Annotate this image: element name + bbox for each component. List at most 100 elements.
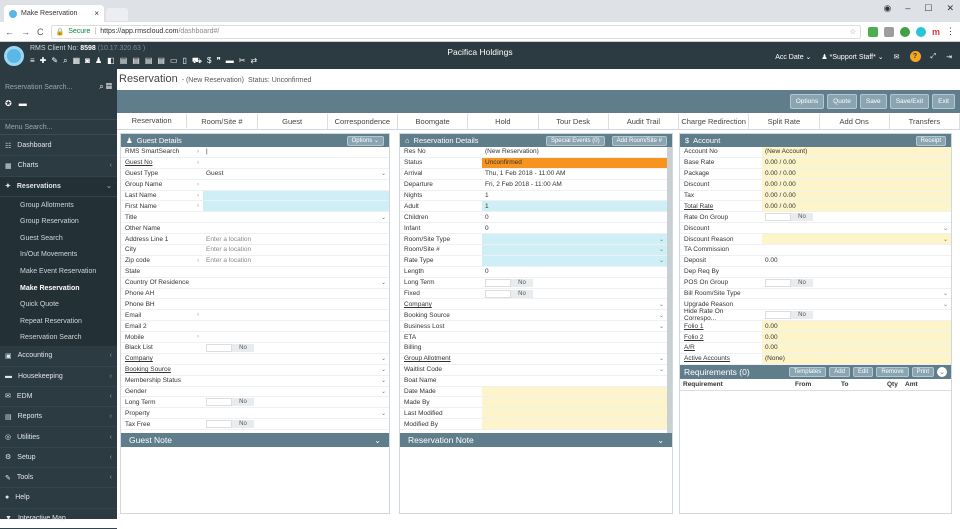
field-value-fixed[interactable]: No <box>482 289 667 299</box>
field-value-company[interactable]: ⌄ <box>482 299 667 309</box>
chevron-down-icon[interactable]: ⌄ <box>658 312 664 319</box>
column-header-requirement[interactable]: Requirement <box>683 380 723 388</box>
exit-button[interactable]: Exit <box>932 94 955 109</box>
field-value-title[interactable]: ⌄ <box>203 212 389 222</box>
mail-icon[interactable]: ✉ <box>893 53 900 61</box>
field-value-ta-commission[interactable] <box>762 245 951 255</box>
field-value-property[interactable]: ⌄ <box>203 408 389 418</box>
tab-reservation[interactable]: Reservation <box>117 114 188 129</box>
sidebar-item-setup[interactable]: ⚙ Setup ‹ <box>0 448 117 469</box>
field-value-nights[interactable]: 1 <box>482 191 667 201</box>
toggle-switch[interactable]: No <box>206 343 254 352</box>
tab-add-ons[interactable]: Add Ons <box>820 114 890 129</box>
chevron-down-icon[interactable]: ⌄ <box>380 410 386 417</box>
sidebar-item-housekeeping[interactable]: ▬ Housekeeping ‹ <box>0 367 117 387</box>
quote-button[interactable]: Quote <box>827 94 857 109</box>
print-requirement-button[interactable]: Print <box>911 366 934 377</box>
chevron-down-icon[interactable]: ⌄ <box>942 236 948 243</box>
sidebar-subitem-quick-quote[interactable]: Quick Quote <box>0 296 117 314</box>
sidebar-item-utilities[interactable]: ◎ Utilities ‹ <box>0 427 117 448</box>
transfer-icon[interactable]: ⇄ <box>250 56 258 65</box>
logout-icon[interactable]: ⇥ <box>946 53 952 61</box>
field-label[interactable]: Company <box>404 300 432 308</box>
hamburger-icon[interactable]: ≡ <box>30 56 35 65</box>
chevron-down-icon[interactable]: ⌄ <box>658 356 664 363</box>
field-value-bill-room-site-type[interactable]: ⌄ <box>762 289 951 299</box>
user-icon[interactable]: ♟ <box>94 56 103 65</box>
field-label[interactable]: Folio 1 <box>684 322 704 330</box>
card-icon[interactable]: ▭ <box>169 56 178 65</box>
chevron-down-icon[interactable]: ⌄ <box>937 366 947 377</box>
field-value-modified-by[interactable] <box>482 419 667 430</box>
toggle-switch[interactable]: No <box>206 398 254 407</box>
extension-icon[interactable] <box>883 26 894 37</box>
field-value-account-no[interactable]: (New Account) <box>762 147 951 157</box>
user-add-icon[interactable]: ✪ <box>5 99 12 108</box>
field-value-country-of-residence[interactable]: ⌄ <box>203 278 389 288</box>
reservation-search-input[interactable]: Reservation Search... ⌕ ▦ <box>5 82 112 91</box>
sidebar-subitem-guest-search[interactable]: Guest Search <box>0 230 117 247</box>
scrollbar[interactable] <box>667 147 672 433</box>
field-value-package[interactable]: 0.00 / 0.00 <box>762 168 951 179</box>
chevron-down-icon[interactable]: ⌄ <box>942 301 948 308</box>
save-exit-button[interactable]: Save/Exit <box>889 94 930 109</box>
field-value-room-site[interactable]: ⌄ <box>482 245 667 255</box>
field-value-folio-1[interactable]: 0.00 <box>762 321 951 332</box>
field-value-address-line-1[interactable]: Enter a location <box>203 234 389 244</box>
field-value-folio-2[interactable]: 0.00 <box>762 332 951 343</box>
search-icon[interactable]: ⌕ <box>63 56 68 65</box>
bed-icon[interactable]: ▬ <box>18 99 27 108</box>
sidebar-item-charts[interactable]: ▦ Charts ‹ <box>0 156 117 177</box>
field-value-total-rate[interactable]: 0.00 / 0.00 <box>762 201 951 212</box>
field-value-last-name[interactable] <box>203 190 389 201</box>
reload-icon[interactable]: C <box>37 26 44 37</box>
field-value-black-list[interactable]: No <box>203 343 389 353</box>
tab-tour-desk[interactable]: Tour Desk <box>539 114 609 129</box>
chevron-down-icon[interactable]: ⌄ <box>380 280 386 287</box>
grid-icon[interactable]: ▦ <box>72 56 81 65</box>
chevron-down-icon[interactable]: ⌄ <box>380 356 386 363</box>
field-label[interactable]: Guest No <box>125 159 153 167</box>
star-icon[interactable]: ☆ <box>849 28 856 36</box>
field-value-long-term[interactable]: No <box>482 278 667 288</box>
toggle-switch[interactable]: No <box>765 311 813 320</box>
field-value-guest-type[interactable]: Guest ⌄ <box>203 169 389 179</box>
search-icon[interactable]: ⌕ ▦ <box>99 82 112 91</box>
field-value-business-lost[interactable]: ⌄ <box>482 321 667 331</box>
field-value-email-2[interactable] <box>203 321 389 331</box>
field-value-gender[interactable]: ⌄ <box>203 387 389 397</box>
options-button[interactable]: Options <box>789 94 825 109</box>
field-value-length[interactable]: 0 <box>482 267 667 277</box>
book-icon[interactable]: ◧ <box>107 56 115 65</box>
add-requirement-button[interactable]: Add <box>829 366 850 377</box>
sidebar-subitem-group-reservation[interactable]: Group Reservation <box>0 213 117 231</box>
tab-correspondence[interactable]: Correspondence <box>328 114 398 129</box>
calendar-icon[interactable]: ▤ <box>119 56 128 65</box>
column-header-to[interactable]: To <box>841 380 849 388</box>
close-window-icon[interactable]: ✕ <box>946 3 954 13</box>
toggle-switch[interactable]: No <box>765 278 813 287</box>
url-field[interactable]: 🔒 Secure | https://app.rmscloud.com/dash… <box>50 24 861 39</box>
reservation-note-bar[interactable]: Reservation Note ⌄ <box>400 433 672 447</box>
extension-icon[interactable]: m <box>931 26 940 37</box>
chevron-down-icon[interactable]: ⌄ <box>658 301 664 308</box>
chevron-down-icon[interactable]: ⌄ <box>658 367 664 374</box>
maximize-icon[interactable]: ☐ <box>924 3 933 13</box>
chevron-down-icon[interactable]: ⌄ <box>942 225 948 232</box>
user-menu[interactable]: ♟ *Support Staff* ⌄ <box>821 53 884 61</box>
add-icon[interactable]: ✚ <box>39 56 47 65</box>
back-icon[interactable]: ← <box>5 26 14 37</box>
calendar-icon[interactable]: ▤ <box>157 56 165 65</box>
field-value-long-term[interactable]: No <box>203 397 389 407</box>
field-value-rate-type[interactable]: ⌄ <box>482 255 667 266</box>
tab-boomgate[interactable]: Boomgate <box>398 114 469 129</box>
column-header-amt[interactable]: Amt <box>905 380 918 388</box>
quote-icon[interactable]: ❞ <box>216 56 221 65</box>
sidebar-item-reports[interactable]: ▤ Reports ‹ <box>0 407 117 428</box>
templates-requirement-button[interactable]: Templates <box>788 366 827 377</box>
field-value-membership-status[interactable]: ⌄ <box>203 376 389 386</box>
field-value-last-modified[interactable] <box>482 408 667 419</box>
cart-icon[interactable]: ⛟ <box>191 56 202 65</box>
field-value-deposit[interactable]: 0.00 <box>762 256 951 266</box>
field-value-pos-on-group[interactable]: No <box>762 278 951 288</box>
